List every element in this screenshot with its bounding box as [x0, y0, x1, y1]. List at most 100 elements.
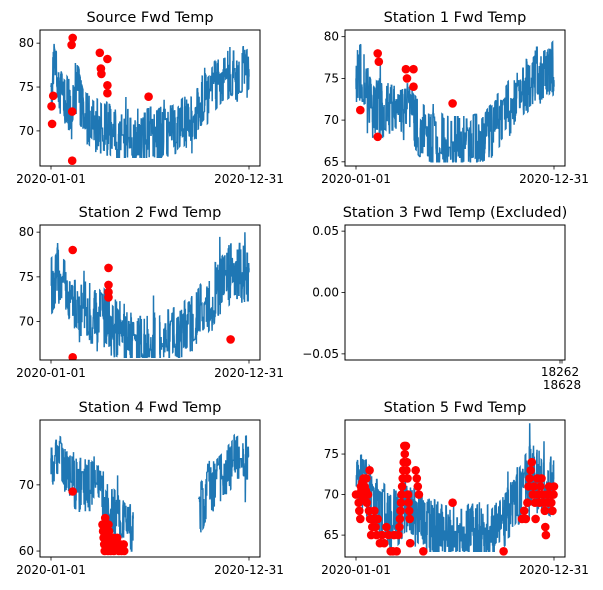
subplot-1: Source Fwd Temp 70 75 80 2020-01-01 2020-12-3…: [16, 10, 284, 186]
anomaly-point: [402, 74, 412, 83]
x-tick-label: 2020-01-01: [16, 366, 86, 380]
anomaly-point: [412, 474, 422, 483]
temperature-line-segment: [50, 43, 250, 158]
anomaly-point: [411, 466, 421, 475]
subplot-title: Station 3 Fwd Temp (Excluded): [343, 205, 568, 221]
anomaly-point: [403, 490, 413, 499]
y-tick-label: 75: [324, 71, 339, 85]
anomaly-point: [68, 353, 77, 360]
axes-frame: [344, 419, 566, 558]
anomaly-point: [373, 514, 383, 524]
anomaly-point: [104, 526, 114, 536]
anomaly-point: [355, 506, 364, 516]
axes-frame: [344, 29, 566, 167]
anomaly-point: [47, 102, 56, 111]
anomaly-point: [541, 522, 550, 532]
subplot-title: Station 4 Fwd Temp: [79, 400, 222, 416]
anomaly-point: [547, 498, 556, 508]
anomaly-point: [414, 490, 424, 499]
y-tick-label: 70: [19, 478, 34, 492]
anomaly-point: [405, 514, 415, 524]
anomaly-point: [526, 466, 535, 475]
y-tick-label: 70: [19, 124, 34, 138]
anomaly-point: [531, 514, 540, 524]
anomaly-point: [103, 88, 112, 98]
anomaly-point: [402, 466, 411, 475]
anomaly-point: [119, 546, 129, 556]
anomaly-point: [112, 533, 122, 543]
subplot-5: Station 4 Fwd Temp 60 70 2020-01-01 2020-12-…: [16, 400, 284, 577]
anomaly-point: [377, 530, 387, 540]
anomaly-point: [401, 64, 411, 74]
axes-frame: [39, 29, 261, 167]
anomaly-point: [362, 474, 371, 483]
x-tick-label: 2020-12-31: [519, 172, 589, 186]
subplot-title: Station 2 Fwd Temp: [79, 205, 222, 221]
anomaly-point: [67, 107, 77, 116]
anomaly-point: [413, 482, 423, 491]
anomaly-point: [68, 245, 77, 255]
plot-area: [50, 232, 250, 360]
anomaly-point: [419, 547, 428, 556]
y-tick-label: 80: [324, 30, 339, 44]
plot-area: [50, 433, 250, 556]
anomaly-point: [373, 49, 383, 58]
anomaly-point: [402, 457, 412, 467]
subplot-3: Station 2 Fwd Temp 70 75 80 2020-01-01 2020-1…: [16, 205, 284, 380]
temperature-line-segment: [355, 40, 555, 163]
anomaly-point: [403, 474, 412, 483]
anomaly-point: [401, 441, 411, 451]
anomaly-point: [356, 514, 365, 524]
anomaly-point: [373, 132, 383, 142]
anomaly-point: [104, 263, 113, 273]
y-tick-label: 75: [19, 80, 34, 94]
subplot-2: Station 1 Fwd Temp 65 70 75 80 2020-01-01 2020…: [321, 10, 589, 186]
y-tick-label: 0.00: [312, 286, 339, 300]
anomaly-point: [537, 474, 546, 483]
temperature-line-segment: [158, 232, 250, 359]
y-tick-label: 70: [324, 113, 339, 127]
anomaly-point: [541, 530, 551, 540]
anomaly-point: [395, 514, 405, 524]
axes-frame: [344, 224, 566, 361]
subplot-title: Station 1 Fwd Temp: [384, 10, 527, 26]
y-tick-label: 70: [19, 315, 34, 329]
subplot-title: Source Fwd Temp: [86, 10, 213, 26]
anomaly-point: [371, 522, 380, 532]
anomaly-point: [47, 119, 57, 129]
anomaly-point: [396, 506, 405, 516]
anomaly-point: [519, 506, 529, 516]
anomaly-point: [95, 48, 105, 58]
x-tick-label: 2020-01-01: [321, 172, 391, 186]
x-tick-label: 2020-12-31: [214, 366, 284, 380]
y-tick-label: 0.05: [312, 224, 339, 238]
y-tick-label: 80: [19, 225, 34, 239]
anomaly-point: [521, 514, 531, 524]
y-tick-label: 65: [324, 528, 339, 542]
plot-area: [47, 33, 250, 165]
anomaly-point: [382, 522, 391, 532]
x-tick-label: 2020-01-01: [16, 563, 86, 577]
x-tick-label: 2020-01-01: [321, 563, 391, 577]
anomaly-point: [97, 69, 106, 79]
anomaly-point: [365, 466, 374, 475]
x-tick-label: 18628: [543, 378, 581, 392]
anomaly-point: [499, 547, 508, 556]
anomaly-point: [379, 538, 389, 548]
anomaly-point: [363, 490, 373, 499]
anomaly-point: [103, 81, 112, 90]
anomaly-point: [405, 538, 415, 548]
x-tick-label: 2020-12-31: [214, 563, 284, 577]
anomaly-point: [370, 506, 379, 516]
anomaly-point: [523, 498, 532, 508]
anomaly-point: [362, 498, 372, 508]
axes-frame: [39, 419, 261, 558]
anomaly-point: [549, 490, 558, 499]
anomaly-point: [404, 506, 414, 516]
temperature-line-segment: [197, 433, 250, 533]
anomaly-point: [226, 335, 235, 344]
anomaly-point: [67, 40, 76, 50]
anomaly-point: [397, 482, 407, 491]
anomaly-point: [68, 33, 77, 43]
anomaly-point: [527, 457, 537, 467]
